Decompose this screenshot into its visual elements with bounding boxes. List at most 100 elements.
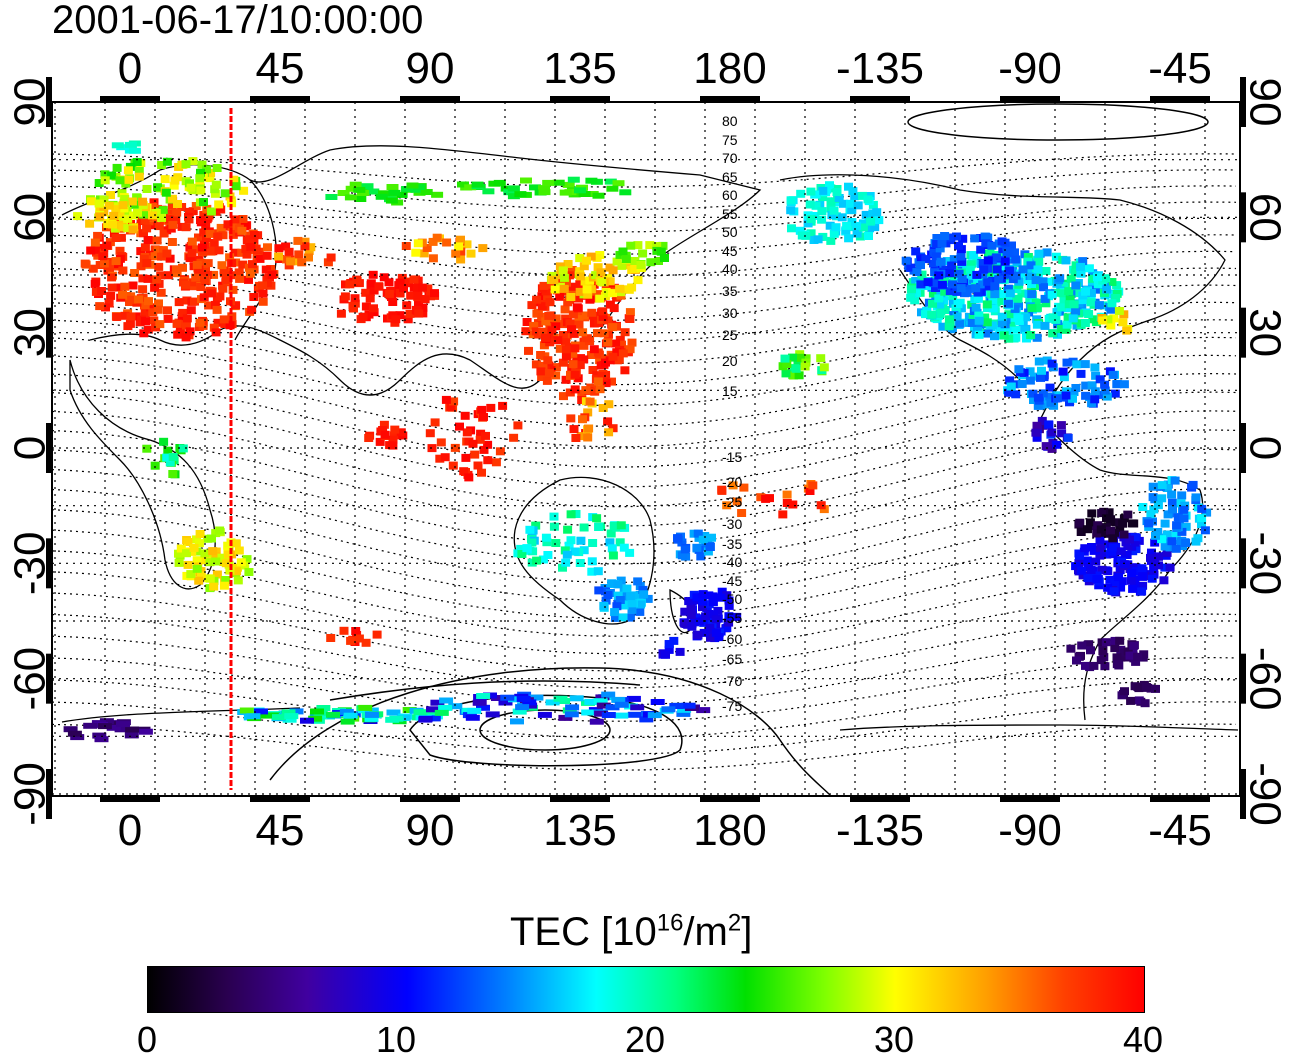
tec-pixel — [786, 196, 796, 205]
tec-pixel — [1025, 376, 1035, 385]
tec-pixel — [379, 420, 389, 429]
tec-pixel — [358, 312, 368, 321]
tec-pixel — [1137, 564, 1147, 573]
lon-tick-top: 90 — [406, 44, 455, 93]
tec-pixel — [1129, 641, 1139, 650]
tec-pixel — [558, 714, 573, 721]
tec-pixel — [664, 640, 674, 649]
tec-pixel — [829, 229, 839, 238]
tec-pixel — [570, 370, 580, 379]
frame-tick-left — [46, 307, 52, 358]
colorbar-title: TEC [1016/m2] — [510, 909, 753, 954]
tec-pixel — [1098, 647, 1108, 656]
tec-pixel — [534, 319, 543, 328]
mlat-contour — [52, 613, 1237, 689]
tec-pixel — [85, 219, 95, 228]
tec-pixel — [561, 352, 571, 361]
tec-pixel — [826, 236, 836, 245]
tec-pixel — [1044, 420, 1054, 429]
tec-pixel — [491, 458, 501, 467]
tec-pixel — [684, 597, 694, 606]
tec-pixel — [782, 360, 792, 368]
tec-pixel — [111, 142, 124, 149]
tec-pixel — [601, 596, 611, 605]
tec-pixel — [944, 233, 954, 242]
tec-pixel — [372, 630, 382, 639]
mlat-label: 25 — [722, 327, 738, 343]
tec-pixel — [605, 277, 615, 286]
tec-pixel — [282, 716, 297, 723]
tec-pixel — [134, 295, 144, 304]
tec-pixel — [186, 306, 196, 315]
tec-pixel — [231, 539, 241, 548]
tec-pixel — [1191, 537, 1201, 546]
tec-pixel — [1197, 504, 1207, 513]
tec-pixel — [1006, 382, 1016, 391]
tec-pixel — [390, 431, 399, 440]
mlat-contour — [52, 372, 1237, 468]
tec-pixel — [1154, 552, 1163, 561]
tec-pixel — [304, 253, 313, 262]
tec-pixel — [1090, 363, 1100, 372]
tec-pixel — [156, 288, 166, 297]
mlat-label: -45 — [722, 573, 742, 589]
tec-pixel — [1149, 563, 1159, 572]
tec-pixel — [608, 551, 618, 560]
tec-pixel — [912, 268, 922, 277]
tec-pixel — [1076, 369, 1086, 378]
tec-pixel — [244, 275, 253, 284]
tec-pixel — [906, 285, 916, 294]
tec-pixel — [686, 610, 696, 619]
tec-pixel — [1011, 390, 1021, 399]
tec-pixel — [1140, 699, 1150, 708]
tec-pixel — [231, 301, 241, 310]
tec-pixel — [1032, 333, 1042, 342]
tec-pixel — [935, 300, 945, 309]
tec-pixel — [1110, 644, 1120, 653]
tec-pixel — [426, 706, 440, 713]
tec-pixel — [190, 297, 199, 306]
tec-pixel — [115, 212, 125, 221]
tec-pixel — [976, 245, 986, 254]
tec-pixel — [636, 600, 646, 609]
tec-pixel — [687, 622, 697, 631]
tec-pixel — [1084, 310, 1094, 318]
tec-pixel — [676, 710, 691, 717]
tec-pixel — [294, 250, 304, 259]
tec-pixel — [968, 313, 978, 322]
tec-pixel — [118, 201, 128, 210]
tec-pixel — [595, 385, 605, 394]
tec-pixel — [612, 180, 625, 187]
tec-pixel — [175, 324, 185, 333]
tec-pixel — [716, 593, 726, 602]
tec-pixel — [1064, 300, 1074, 309]
tec-pixel — [100, 170, 110, 179]
tec-pixel — [645, 241, 655, 250]
tec-pixel — [163, 446, 173, 455]
tec-pixel — [150, 283, 160, 292]
tec-pixel — [140, 309, 150, 318]
tec-pixel — [594, 586, 604, 595]
tec-pixel — [212, 305, 222, 314]
tec-pixel — [148, 203, 158, 211]
tec-pixel — [630, 704, 645, 711]
tec-pixel — [1042, 248, 1052, 257]
tec-pixel — [1146, 684, 1156, 693]
tec-pixel — [958, 234, 968, 243]
tec-pixel — [160, 175, 170, 184]
tec-pixel — [1120, 687, 1129, 696]
tec-pixel — [326, 634, 336, 642]
mlat-contour — [52, 679, 1237, 739]
tec-pixel — [244, 568, 254, 576]
tec-pixel — [195, 318, 205, 327]
colorbar-tick-30: 30 — [873, 1019, 915, 1060]
tec-pixel — [1102, 285, 1112, 294]
tec-pixel — [620, 328, 630, 337]
tec-pixel — [1080, 360, 1090, 369]
tec-pixel — [1021, 313, 1031, 322]
tec-pixel — [1011, 325, 1021, 334]
tec-pixel — [124, 732, 139, 739]
tec-pixel — [1020, 325, 1030, 334]
tec-pixel — [508, 696, 522, 703]
tec-pixel — [446, 403, 456, 412]
